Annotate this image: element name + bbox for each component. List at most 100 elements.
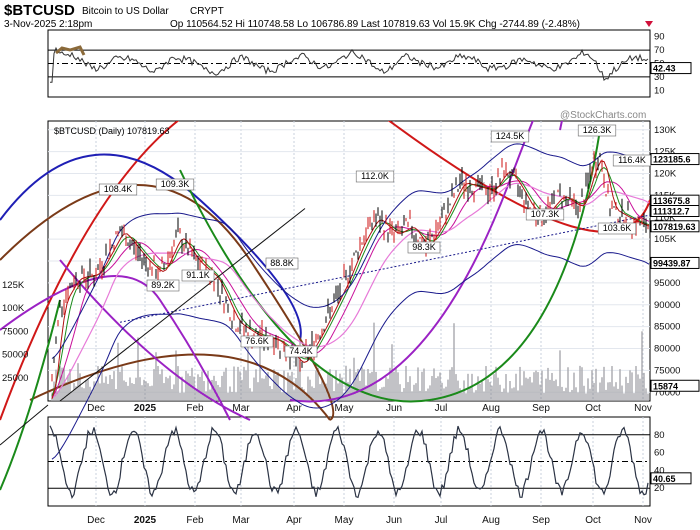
volume-bar xyxy=(581,367,583,401)
volume-bar xyxy=(585,393,587,401)
volume-bar xyxy=(243,366,245,401)
volume-bar xyxy=(211,379,213,401)
volume-bar xyxy=(457,380,459,401)
legend-label: $BTCUSD (Daily) 107819.63 xyxy=(54,126,170,136)
volume-bar xyxy=(401,391,403,401)
volume-bar xyxy=(339,373,341,401)
volume-bar xyxy=(609,382,611,401)
month-axis: Dec Dec 2025 2025 Feb Feb Mar Mar Apr Apr May May Ju… xyxy=(87,403,652,526)
volume-bar xyxy=(259,324,261,401)
volume-bar xyxy=(615,382,617,401)
volume-bar xyxy=(309,379,311,401)
volume-bar xyxy=(557,386,559,401)
rsi-fill xyxy=(55,45,86,56)
volume-bar xyxy=(121,366,123,401)
annotation-label: 91.1K xyxy=(186,270,210,280)
volume-bar xyxy=(163,383,165,401)
volume-bar xyxy=(113,371,115,401)
rsi-panel xyxy=(47,29,651,98)
annotation-box xyxy=(240,335,274,348)
volume-bar xyxy=(637,374,639,401)
volume-bar xyxy=(165,376,167,401)
month-label: Nov xyxy=(634,515,652,526)
month-label: Oct xyxy=(585,403,601,414)
volume-bar xyxy=(597,392,599,401)
stoch-line xyxy=(49,425,649,500)
volume-bar xyxy=(635,366,637,401)
volume-bar xyxy=(105,376,107,401)
volume-bar xyxy=(191,367,193,401)
volume-bar xyxy=(421,371,423,401)
volume-bar xyxy=(313,387,315,401)
rsi-tick: 70 xyxy=(654,45,665,56)
volume-bar xyxy=(341,377,343,401)
volume-bar xyxy=(267,372,269,401)
volume-bar xyxy=(541,370,543,401)
volume-bar xyxy=(623,393,625,401)
volume-bar xyxy=(499,384,501,401)
volume-tick: 25000 xyxy=(2,373,28,384)
volume-bar xyxy=(579,365,581,401)
annotation-label: 109.3K xyxy=(161,179,190,189)
volume-bar xyxy=(627,382,629,401)
annotation-label: 116.4K xyxy=(618,155,646,165)
volume-bar xyxy=(75,386,77,401)
volume-bar xyxy=(575,387,577,401)
volume-bar xyxy=(233,366,235,401)
volume-bar xyxy=(495,366,497,401)
volume-bar xyxy=(443,388,445,401)
symbol-name: Bitcoin to US Dollar xyxy=(82,6,169,17)
volume-bar xyxy=(415,383,417,401)
volume-bar xyxy=(337,383,339,401)
arc-5 xyxy=(59,259,251,421)
annotation-box xyxy=(146,279,180,292)
volume-bar xyxy=(407,382,409,401)
volume-bar xyxy=(361,367,363,401)
volume-bar xyxy=(285,392,287,401)
month-label: Mar xyxy=(232,403,250,414)
volume-bar xyxy=(441,382,443,401)
month-label: 2025 xyxy=(134,403,157,414)
volume-bar xyxy=(115,389,117,401)
volume-bar xyxy=(529,376,531,401)
volume-bar xyxy=(181,376,183,401)
volume-bar xyxy=(451,367,453,401)
volume-bar xyxy=(613,386,615,401)
volume-bar xyxy=(611,366,613,401)
volume-bar xyxy=(223,371,225,401)
month-label: Feb xyxy=(186,515,204,526)
rsi-line xyxy=(50,45,649,83)
volume-bar xyxy=(59,366,61,401)
volume-bar xyxy=(473,392,475,401)
annotation-label: 107.3K xyxy=(531,209,560,219)
volume-bar xyxy=(217,384,219,401)
volume-bar xyxy=(619,369,621,401)
volume-bar xyxy=(207,370,209,401)
volume-bar xyxy=(425,391,427,401)
volume-bar xyxy=(427,388,429,401)
volume-bar xyxy=(565,387,567,401)
price-tag xyxy=(650,256,700,269)
volume-bar xyxy=(257,382,259,401)
volume-bar xyxy=(483,391,485,401)
volume-bar xyxy=(419,390,421,401)
price-tick: 105K xyxy=(654,234,677,245)
ma-magenta xyxy=(51,182,650,399)
chart-header: $BTCUSD Bitcoin to US Dollar CRYPT 3-Nov… xyxy=(4,2,653,30)
volume-bar xyxy=(281,392,283,401)
volume-bar xyxy=(543,392,545,401)
price-tick: 125K xyxy=(654,147,677,158)
volume-bar xyxy=(311,386,313,401)
band-upper xyxy=(51,143,650,359)
volume-bar xyxy=(103,382,105,401)
volume-bar xyxy=(201,371,203,401)
volume-bar xyxy=(509,380,511,401)
volume-bar xyxy=(61,367,63,401)
volume-bar xyxy=(241,379,243,401)
band-lower xyxy=(51,243,650,460)
volume-bar xyxy=(373,322,375,401)
volume-bar xyxy=(107,383,109,401)
volume-bar xyxy=(203,381,205,401)
volume-bar xyxy=(531,382,533,401)
